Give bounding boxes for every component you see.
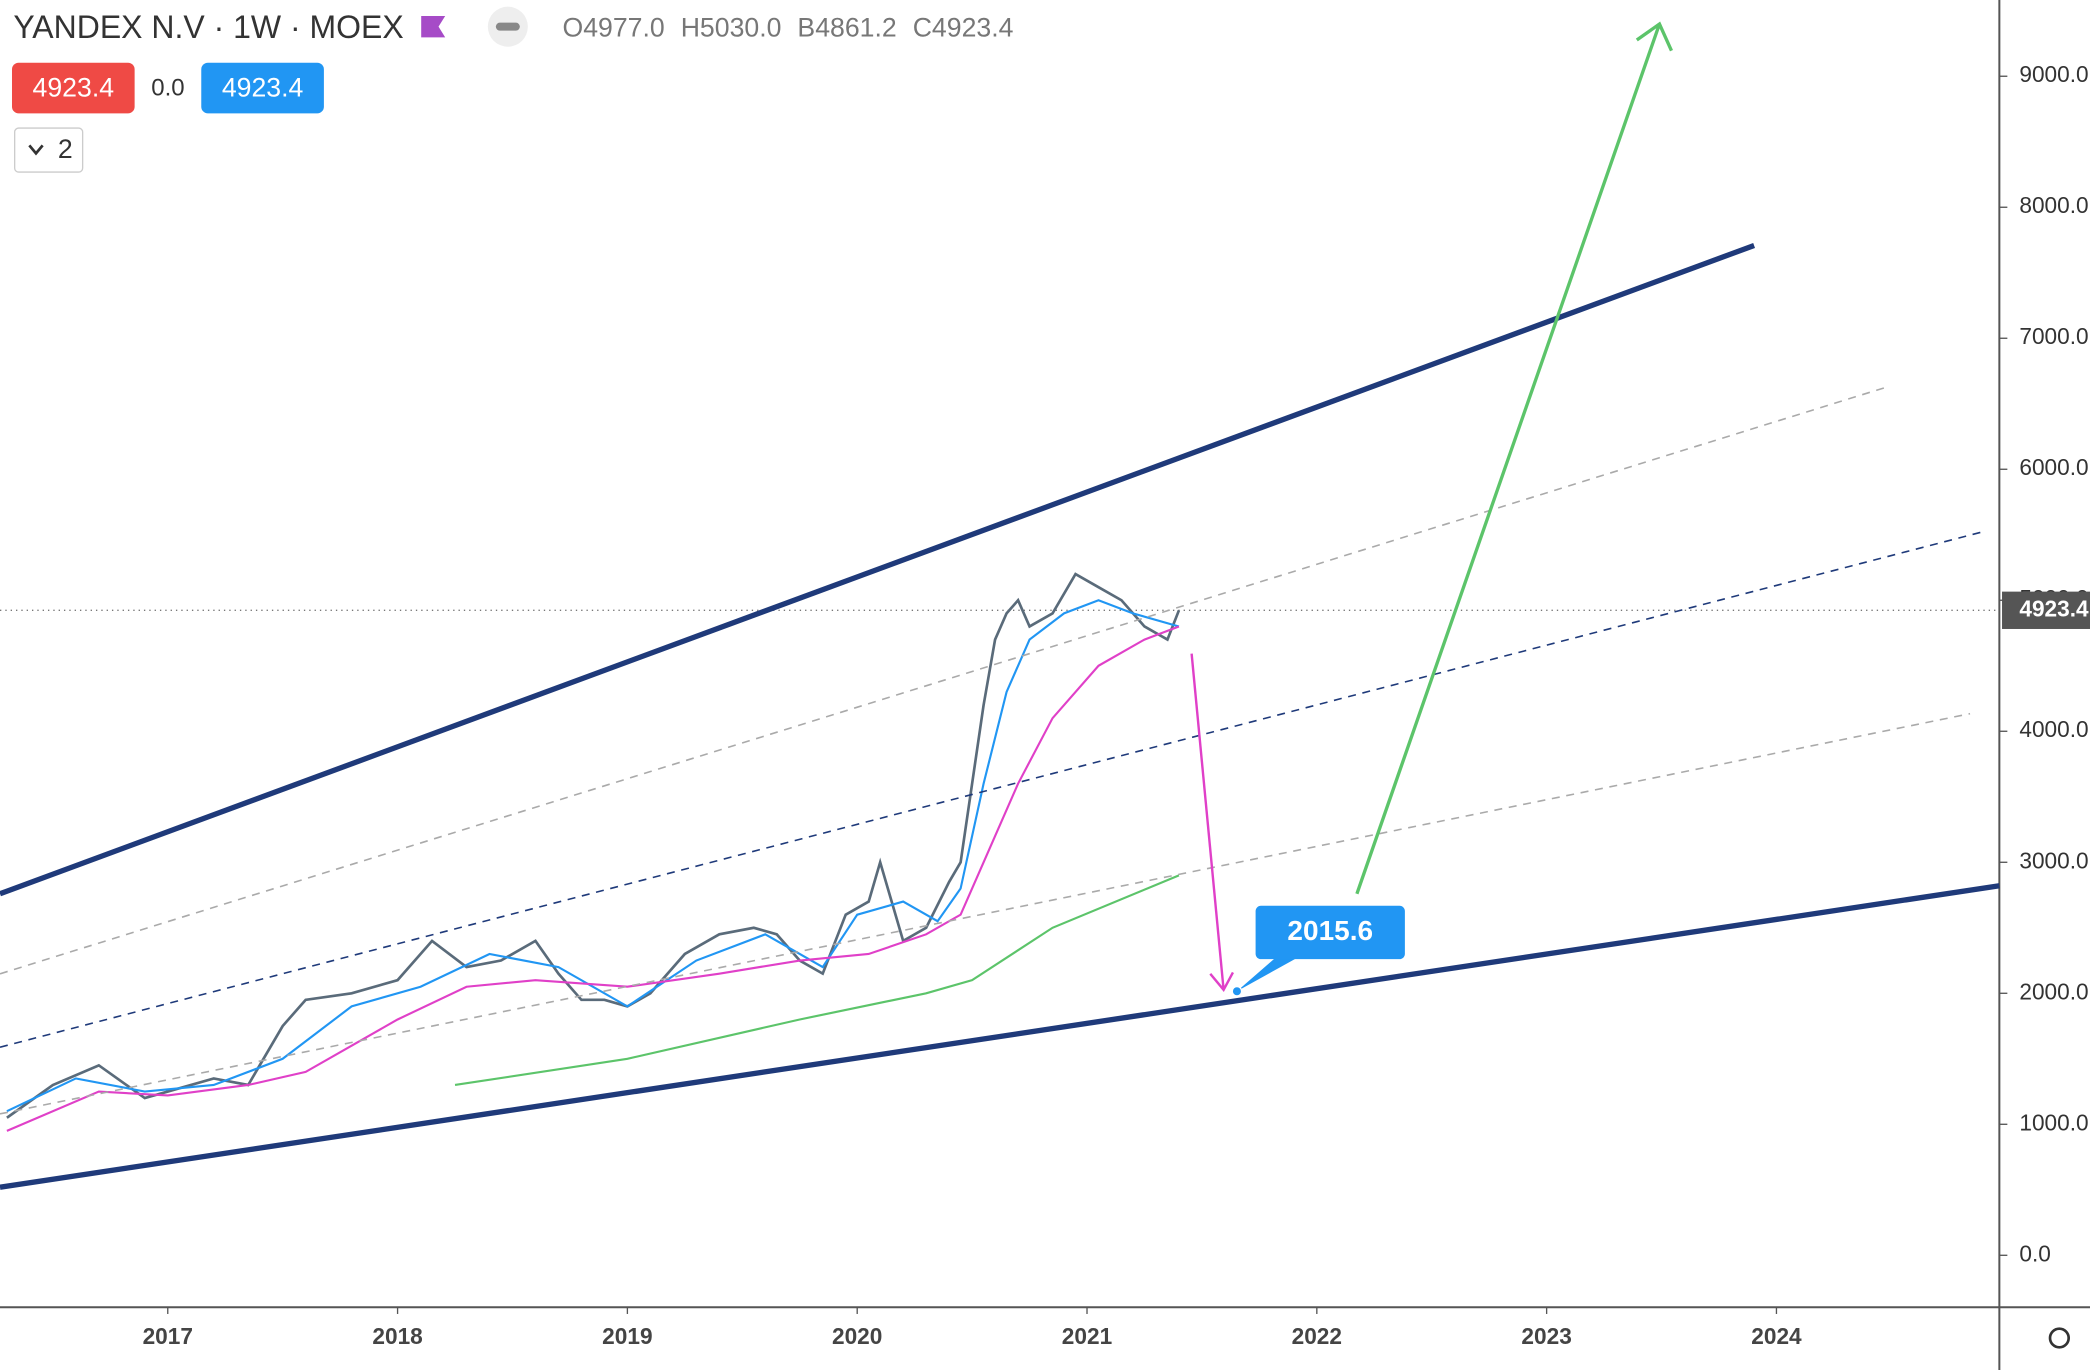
down-arrow [1190,653,1225,990]
callout-pointer [1236,956,1300,992]
y-tick-label: 9000.0 [2019,61,2088,87]
upper-dashed-line [0,386,1888,975]
lower-dashed-line [0,712,1971,1115]
down-arrow-head [1209,971,1234,992]
series-line [6,625,1180,1132]
y-tick-label: 7000.0 [2019,323,2088,349]
callout-anchor [1231,985,1243,997]
series-line [6,572,1181,1119]
last-price-tag [2002,591,2090,629]
y-tick-label: 6000.0 [2019,454,2088,480]
hide-icon [495,22,520,31]
x-tick-label: 2021 [1062,1323,1112,1349]
ohlc-value: C4923.4 [913,12,1014,42]
y-tick-label: 2000.0 [2019,978,2088,1004]
symbol-title: YANDEX N.V · 1W · MOEX [13,9,403,45]
y-tick-label: 0.0 [2019,1240,2050,1266]
x-tick-label: 2024 [1751,1323,1802,1349]
upper-trend-line [0,242,1756,897]
flag-icon[interactable] [421,16,446,38]
buy-price: 4923.4 [222,72,304,102]
series-line [6,599,1180,1113]
sell-badge[interactable] [11,62,135,114]
up-arrow [1355,23,1662,895]
x-tick-label: 2018 [372,1323,422,1349]
series-line [454,874,1180,1087]
chevron [28,144,44,156]
last-price-label: 4923.4 [2019,595,2089,621]
up-arrow-head [1635,21,1673,52]
x-tick-label: 2017 [143,1323,193,1349]
spread: 0.0 [151,75,184,102]
y-tick-label: 4000.0 [2019,716,2088,742]
indicator-count: 2 [58,134,73,164]
plot-area [0,572,2000,1132]
ohlc-value: B4861.2 [797,12,896,42]
x-tick-label: 2023 [1521,1323,1571,1349]
y-tick-label: 3000.0 [2019,847,2088,873]
settings-icon[interactable] [2048,1327,2071,1349]
ohlc: O4977.0 H5030.0 B4861.2 C4923.4 [562,12,1013,42]
y-tick-label: 8000.0 [2019,192,2088,218]
lower-trend-line [0,883,2000,1190]
ohlc-value: O4977.0 [562,12,664,42]
mid-dashed-line [0,530,1987,1048]
callout-box [1255,905,1405,960]
indicators-toggle[interactable] [13,127,84,173]
x-tick-label: 2020 [832,1323,882,1349]
ohlc-value: H5030.0 [681,12,782,42]
buy-badge[interactable] [201,62,324,114]
sell-price: 4923.4 [33,72,115,102]
callout-label: 2015.6 [1287,915,1373,946]
y-tick-label: 1000.0 [2019,1109,2088,1135]
x-tick-label: 2019 [602,1323,652,1349]
x-tick-label: 2022 [1292,1323,1342,1349]
